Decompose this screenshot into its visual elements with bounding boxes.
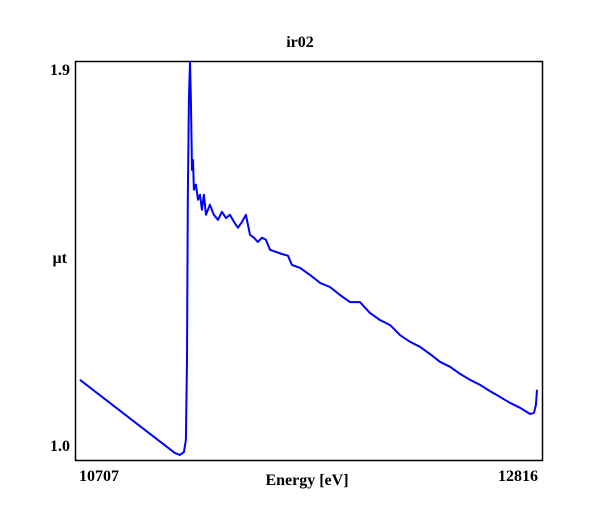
plot-frame (74, 60, 544, 462)
series-line-ir02 (79, 60, 538, 456)
x-tick-label-min: 10707 (79, 468, 119, 485)
y-tick-label-max: 1.9 (50, 62, 70, 79)
chart-title: ir02 (286, 34, 314, 51)
y-axis-label: µt (52, 250, 67, 267)
x-tick-label-max: 12816 (498, 468, 538, 485)
x-axis-label: Energy [eV] (265, 472, 349, 489)
y-tick-label-min: 1.0 (50, 438, 70, 455)
